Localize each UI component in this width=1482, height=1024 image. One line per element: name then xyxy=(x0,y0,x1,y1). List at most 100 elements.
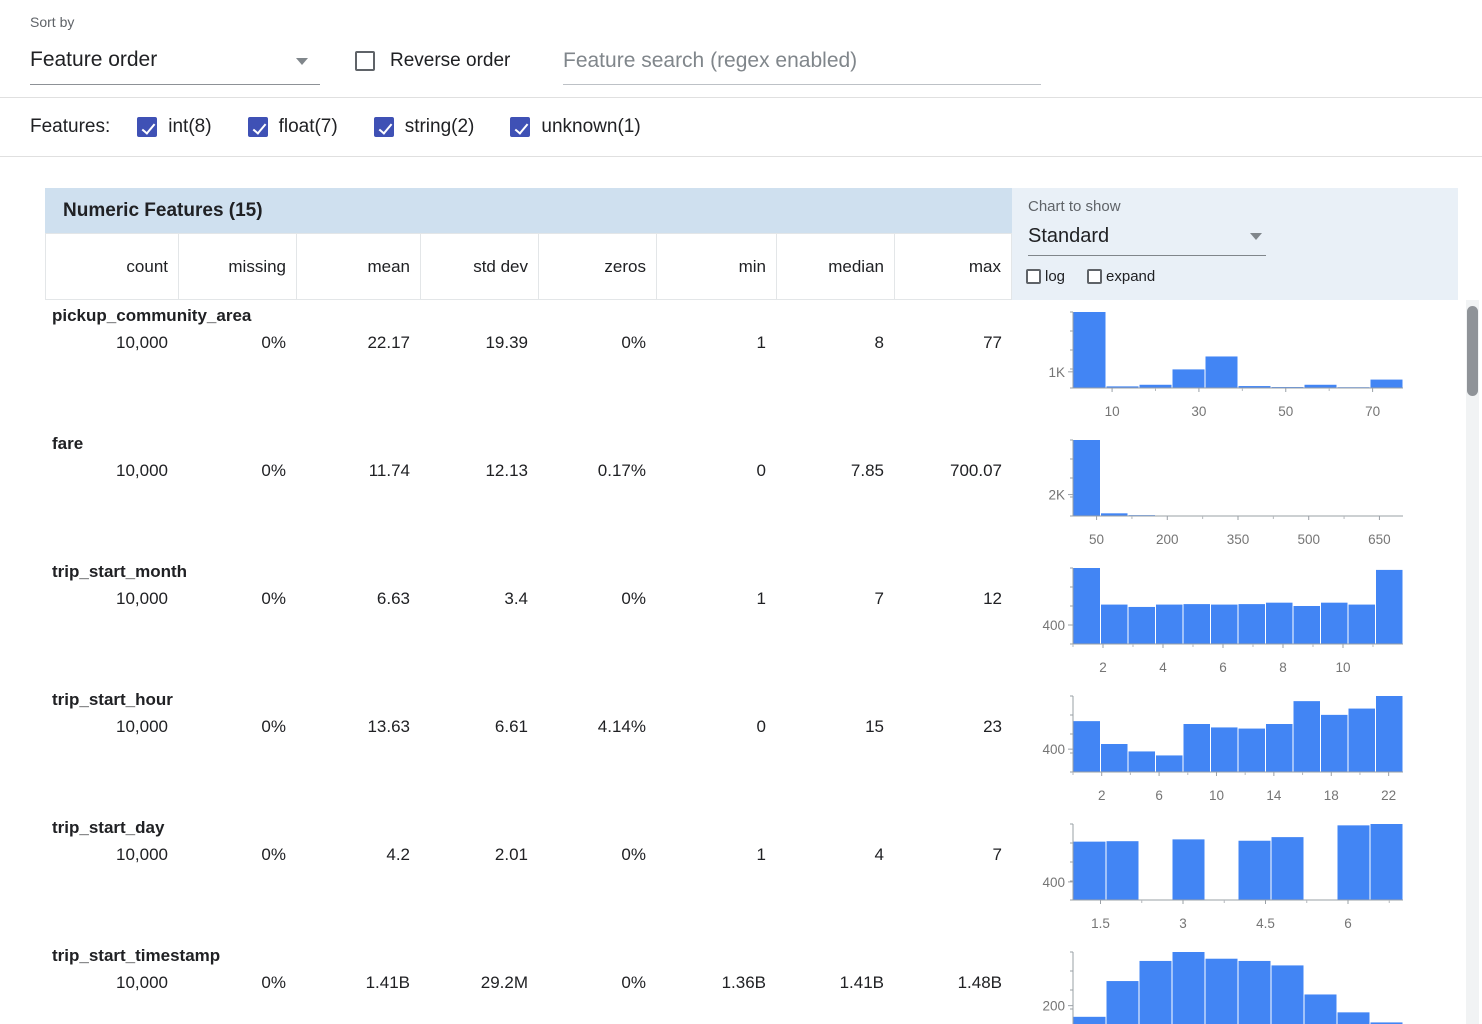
chevron-down-icon xyxy=(296,58,308,65)
feature-histogram: 2K 50 200 350 500 650 xyxy=(1048,439,1403,547)
feature-filter-float[interactable]: float(7) xyxy=(247,116,338,138)
svg-text:2: 2 xyxy=(1099,660,1107,675)
stat-min: 1.36B xyxy=(721,973,766,992)
stat-zeros: 0.17% xyxy=(597,461,646,480)
chart-controls-panel: Chart to show Standard log expand xyxy=(1012,188,1458,300)
features-label: Features: xyxy=(30,116,111,137)
column-header-min: min xyxy=(656,233,776,300)
float-checkbox[interactable] xyxy=(247,117,268,137)
feature-name: fare xyxy=(52,434,84,453)
svg-text:650: 650 xyxy=(1368,532,1391,547)
svg-text:70: 70 xyxy=(1365,404,1380,419)
stat-count: 10,000 xyxy=(116,333,168,352)
svg-text:8: 8 xyxy=(1279,660,1287,675)
stat-mean: 11.74 xyxy=(368,461,410,480)
feature-filter-int[interactable]: int(8) xyxy=(137,116,212,138)
log-label: log xyxy=(1045,268,1066,285)
column-header-max: max xyxy=(894,233,1012,300)
sort-by-value: Feature order xyxy=(30,48,158,71)
feature-filter-unknown[interactable]: unknown(1) xyxy=(510,116,641,138)
svg-text:1.5: 1.5 xyxy=(1091,916,1110,931)
reverse-order-checkbox[interactable] xyxy=(355,51,375,71)
string-checkbox[interactable] xyxy=(373,117,394,137)
unknown-checkbox[interactable] xyxy=(510,117,531,137)
stat-median: 8 xyxy=(874,333,884,352)
reverse-order-label: Reverse order xyxy=(390,50,511,71)
stat-median: 7 xyxy=(874,589,884,608)
stat-count: 10,000 xyxy=(116,717,168,736)
toolbar: Sort by Feature order Reverse order xyxy=(0,0,1482,97)
float-label: float(7) xyxy=(278,116,338,137)
vertical-scrollbar[interactable] xyxy=(1466,300,1479,1024)
feature-row: trip_start_day 10,000 0% 4.2 2.01 0% 1 4… xyxy=(45,812,1458,940)
feature-stats: 10,000 0% 11.74 12.13 0.17% 0 7.85 700.0… xyxy=(45,461,1012,481)
svg-text:4: 4 xyxy=(1159,660,1167,675)
chevron-down-icon xyxy=(1250,233,1262,240)
svg-text:14: 14 xyxy=(1266,788,1282,803)
stat-max: 7 xyxy=(992,845,1002,864)
feature-row: trip_start_month 10,000 0% 6.63 3.4 0% 1… xyxy=(45,556,1458,684)
feature-row: fare 10,000 0% 11.74 12.13 0.17% 0 7.85 … xyxy=(45,428,1458,556)
stat-mean: 1.41B xyxy=(365,973,410,992)
stat-count: 10,000 xyxy=(116,461,168,480)
column-header-count: count xyxy=(45,233,178,300)
stat-stddev: 6.61 xyxy=(494,717,528,736)
table-title: Numeric Features (15) xyxy=(45,188,1012,233)
feature-row: pickup_community_area 10,000 0% 22.17 19… xyxy=(45,300,1458,428)
svg-text:18: 18 xyxy=(1324,788,1339,803)
feature-histogram: 400 2 6 10 14 18 22 xyxy=(1042,695,1403,803)
feature-histogram: 200 xyxy=(1042,951,1403,1024)
stat-missing: 0% xyxy=(261,589,286,608)
stat-stddev: 29.2M xyxy=(480,973,528,992)
svg-text:6: 6 xyxy=(1155,788,1163,803)
feature-name: trip_start_month xyxy=(52,562,188,581)
stat-missing: 0% xyxy=(261,717,286,736)
stat-missing: 0% xyxy=(261,461,286,480)
svg-text:200: 200 xyxy=(1042,999,1065,1014)
column-header-zeros: zeros xyxy=(538,233,656,300)
expand-checkbox[interactable] xyxy=(1087,269,1103,284)
feature-row: trip_start_timestamp 10,000 0% 1.41B 29.… xyxy=(45,940,1458,1024)
stat-max: 23 xyxy=(983,717,1002,736)
stat-median: 1.41B xyxy=(839,973,884,992)
stat-min: 1 xyxy=(756,333,766,352)
stat-count: 10,000 xyxy=(116,845,168,864)
feature-name: trip_start_day xyxy=(52,818,165,837)
int-label: int(8) xyxy=(168,116,212,137)
search-input[interactable] xyxy=(563,38,1041,84)
svg-text:10: 10 xyxy=(1209,788,1224,803)
svg-text:50: 50 xyxy=(1089,532,1104,547)
stat-median: 15 xyxy=(865,717,884,736)
stat-missing: 0% xyxy=(261,845,286,864)
feature-rows: pickup_community_area 10,000 0% 22.17 19… xyxy=(45,300,1458,1024)
svg-text:6: 6 xyxy=(1219,660,1227,675)
feature-filter-string[interactable]: string(2) xyxy=(373,116,474,138)
stat-min: 1 xyxy=(756,589,766,608)
feature-histogram: 400 2 4 6 8 10 xyxy=(1042,567,1403,675)
feature-name: trip_start_hour xyxy=(52,690,173,709)
stat-stddev: 12.13 xyxy=(485,461,528,480)
svg-text:2: 2 xyxy=(1098,788,1106,803)
column-header-stddev: std dev xyxy=(420,233,538,300)
log-checkbox[interactable] xyxy=(1026,269,1041,284)
int-checkbox[interactable] xyxy=(137,117,158,137)
stat-min: 0 xyxy=(756,717,766,736)
sort-by-select[interactable]: Feature order xyxy=(30,38,320,85)
stat-mean: 6.63 xyxy=(376,589,410,608)
svg-text:30: 30 xyxy=(1191,404,1206,419)
scrollbar-thumb[interactable] xyxy=(1467,306,1478,396)
feature-histogram: 1K 10 30 50 70 xyxy=(1048,311,1403,419)
feature-stats: 10,000 0% 13.63 6.61 4.14% 0 15 23 xyxy=(45,717,1012,737)
feature-search xyxy=(563,38,1041,85)
chart-type-select[interactable]: Standard xyxy=(1028,218,1266,256)
reverse-order-control[interactable]: Reverse order xyxy=(355,50,510,72)
svg-text:400: 400 xyxy=(1042,742,1065,757)
unknown-label: unknown(1) xyxy=(541,116,641,137)
svg-text:50: 50 xyxy=(1278,404,1293,419)
svg-text:350: 350 xyxy=(1227,532,1250,547)
feature-histogram: 400 1.5 3 4.5 6 xyxy=(1042,823,1403,931)
svg-text:1K: 1K xyxy=(1048,365,1065,380)
stat-count: 10,000 xyxy=(116,973,168,992)
feature-stats: 10,000 0% 6.63 3.4 0% 1 7 12 xyxy=(45,589,1012,609)
svg-text:400: 400 xyxy=(1042,618,1065,633)
